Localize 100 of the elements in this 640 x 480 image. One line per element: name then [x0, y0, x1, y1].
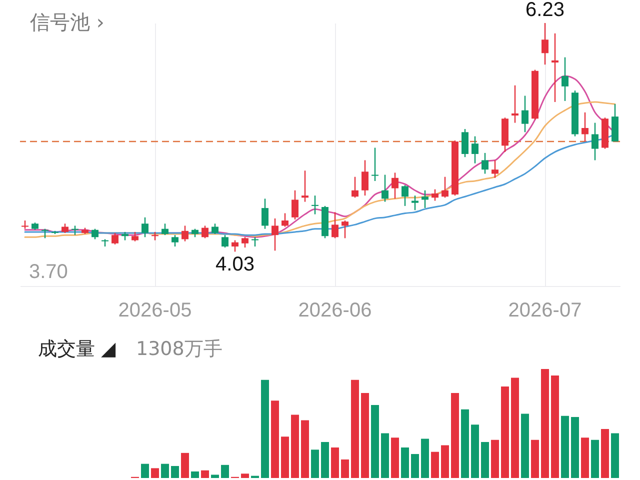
bar: [511, 378, 519, 478]
bar: [601, 428, 609, 478]
candlestick: [472, 136, 478, 164]
bar: [201, 470, 209, 478]
bar: [401, 447, 409, 478]
candlestick: [302, 170, 308, 202]
bar: [421, 438, 429, 478]
candlestick: [592, 122, 598, 161]
candlestick: [562, 56, 568, 102]
bar: [211, 474, 219, 478]
bar: [591, 440, 599, 478]
candlestick: [202, 225, 208, 239]
bar: [531, 440, 539, 478]
bar: [471, 424, 479, 478]
candlestick: [292, 190, 298, 220]
candlestick: [492, 160, 498, 178]
candlestick: [342, 220, 348, 239]
bar: [361, 392, 369, 478]
bar: [451, 392, 459, 478]
candlestick: [432, 188, 438, 202]
x-tick-label: 2026-05: [118, 300, 192, 322]
bar: [281, 436, 289, 478]
bar: [331, 447, 339, 478]
bar: [431, 452, 439, 478]
candlestick: [42, 228, 48, 239]
bar: [151, 468, 159, 478]
candlestick: [232, 240, 238, 252]
x-tick-label: 2026-06: [298, 300, 372, 322]
candlestick: [142, 216, 148, 238]
candlestick: [442, 176, 448, 198]
bar: [501, 386, 509, 478]
bar: [391, 438, 399, 478]
bar: [271, 400, 279, 478]
bar: [241, 474, 249, 478]
bar: [321, 442, 329, 478]
bar: [161, 464, 169, 478]
bar: [191, 471, 199, 478]
candlestick: [92, 228, 98, 240]
candlestick: [552, 32, 558, 103]
candlestick: [362, 160, 368, 196]
candlestick: [412, 194, 418, 211]
candlestick: [422, 190, 428, 209]
candlestick: [482, 152, 488, 174]
candlestick: [402, 184, 408, 207]
bar: [571, 416, 579, 478]
bar: [371, 404, 379, 478]
candlestick: [382, 174, 388, 202]
bar: [301, 420, 309, 478]
candlestick: [352, 176, 358, 198]
bar: [381, 433, 389, 478]
candlestick: [132, 231, 138, 242]
candlestick: [372, 147, 378, 182]
candlestick: [542, 22, 548, 66]
candlestick: [252, 236, 258, 248]
chart-title: 成交量 ◢: [38, 338, 116, 360]
bar: [551, 376, 559, 478]
bar: [341, 459, 349, 478]
bar: [261, 380, 269, 478]
bar: [561, 416, 569, 478]
annotation: 6.23: [526, 0, 564, 21]
bar: [351, 380, 359, 478]
candlestick: [182, 225, 188, 242]
candlestick: [162, 223, 168, 236]
bar: [291, 414, 299, 478]
bar: [171, 466, 179, 478]
bar: [491, 440, 499, 478]
bar: [481, 442, 489, 478]
candlestick: [172, 234, 178, 248]
bar: [181, 452, 189, 478]
chart-subtitle: 1308万手: [136, 338, 222, 360]
candlestick: [112, 232, 118, 246]
bar: [581, 438, 589, 478]
bar: [541, 369, 549, 478]
candlestick: [62, 223, 68, 234]
candlestick: [312, 194, 318, 215]
bar: [221, 464, 229, 478]
bar: [461, 409, 469, 478]
candlestick: [392, 172, 398, 200]
candlestick: [512, 84, 518, 124]
candlestick: [522, 95, 528, 133]
bar: [311, 450, 319, 478]
candlestick: [272, 218, 278, 252]
candlestick: [582, 112, 588, 142]
candlestick: [212, 223, 218, 235]
bar: [441, 445, 449, 478]
text: 3.70: [29, 261, 68, 283]
annotation: 信号池 ›: [30, 10, 104, 34]
candlestick: [262, 198, 268, 230]
bar: [521, 414, 529, 478]
candlestick: [72, 225, 78, 236]
candlestick: [222, 234, 228, 248]
candlestick: [462, 128, 468, 158]
bar: [141, 464, 149, 478]
x-tick-label: 2026-07: [508, 300, 582, 322]
candlestick: [282, 212, 288, 228]
bar: [411, 454, 419, 478]
candlestick: [332, 212, 338, 239]
bar: [611, 433, 619, 478]
annotation: 4.03: [216, 254, 254, 276]
candlestick: [242, 236, 248, 248]
